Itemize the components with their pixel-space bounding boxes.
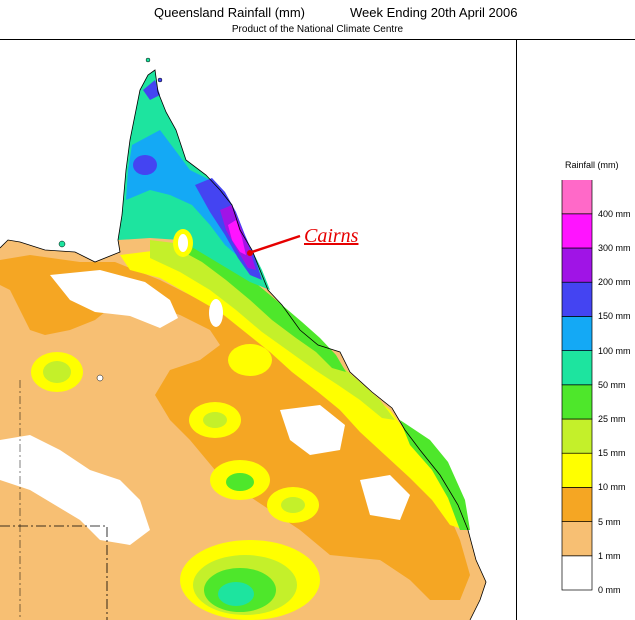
cairns-marker (247, 250, 253, 256)
legend-label-8: 150 mm (598, 311, 631, 322)
subtitle: Product of the National Climate Centre (231, 24, 404, 35)
legend-label-10: 300 mm (598, 243, 631, 253)
legend-swatch-10 (561, 213, 593, 249)
legend-label-2: 5 mm (598, 516, 621, 527)
legend-swatch-3 (561, 452, 593, 488)
rainfall-map (0, 57, 487, 620)
title-text: Queensland Rainfall (mm) (154, 5, 306, 20)
legend-swatch-8 (561, 281, 593, 317)
legend-swatch-7 (561, 316, 593, 351)
legend-swatch-4 (561, 418, 593, 454)
legend-swatch-5 (561, 384, 593, 420)
legend-label-5: 25 mm (598, 414, 626, 424)
map-title: Queensland Rainfall (mm) Week Ending 20t… (0, 5, 635, 23)
header-divider (0, 39, 635, 40)
legend-label-6: 50 mm (598, 379, 626, 390)
legend-swatch-11 (561, 180, 593, 215)
legend-swatch-6 (561, 350, 593, 386)
legend-label-7: 100 mm (598, 345, 631, 356)
week-ending-text: Week Ending 20th April 2006 (350, 5, 518, 20)
legend-swatch-0 (561, 555, 593, 591)
legend-swatch-9 (561, 247, 593, 283)
legend-label-1: 1 mm (598, 550, 621, 561)
cairns-label: Cairns (304, 225, 359, 247)
cairns-300mm-zone (228, 220, 246, 255)
state-border (0, 525, 108, 620)
legend-swatch-2 (561, 487, 593, 522)
dry-patch-1 (50, 270, 178, 328)
legend-divider (516, 39, 517, 620)
cairns-pointer-line (251, 234, 301, 254)
legend-color-bar (561, 180, 593, 591)
dry-patch-3 (0, 435, 150, 545)
legend-title: Rainfall (mm) (565, 160, 619, 170)
legend-label-4: 15 mm (598, 448, 626, 459)
dry-patch-4 (360, 475, 410, 520)
legend-label-9: 200 mm (598, 277, 631, 288)
legend-label-3: 10 mm (598, 482, 626, 493)
legend-swatch-1 (561, 521, 593, 557)
legend-label-0: 0 mm (598, 585, 621, 595)
legend-label-11: 400 mm (598, 208, 631, 219)
dry-patch-2 (280, 405, 345, 455)
